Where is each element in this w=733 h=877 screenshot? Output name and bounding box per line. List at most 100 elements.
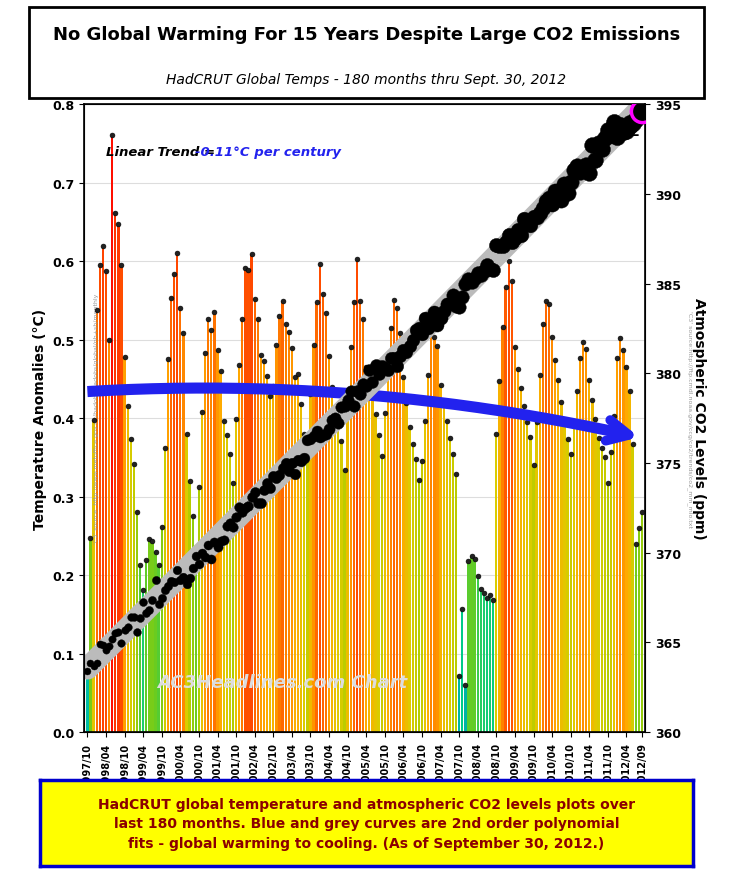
Bar <box>179 309 182 732</box>
Bar <box>328 357 330 732</box>
Bar <box>353 303 355 732</box>
Bar <box>638 529 640 732</box>
Text: HadCRUT Global Temps - 180 months thru Sept. 30, 2012: HadCRUT Global Temps - 180 months thru S… <box>166 73 567 87</box>
Bar <box>433 338 435 732</box>
Bar <box>188 481 191 732</box>
Bar <box>334 410 336 732</box>
Bar <box>464 685 466 732</box>
Bar <box>365 367 367 732</box>
Bar <box>424 421 427 732</box>
Bar <box>492 601 494 732</box>
Bar <box>201 412 203 732</box>
Bar <box>297 374 299 732</box>
Bar <box>170 299 172 732</box>
Bar <box>347 403 349 732</box>
Bar <box>476 576 479 732</box>
Bar <box>155 553 157 732</box>
Bar <box>545 302 547 732</box>
Bar <box>458 677 460 732</box>
Bar <box>331 388 334 732</box>
Bar <box>161 528 163 732</box>
Bar <box>105 271 107 732</box>
Text: No Global Warming For 15 Years Despite Large CO2 Emissions: No Global Warming For 15 Years Despite L… <box>53 25 680 44</box>
Bar <box>275 346 278 732</box>
Bar <box>120 266 122 732</box>
Bar <box>402 378 405 732</box>
Bar <box>542 324 544 732</box>
Bar <box>479 589 482 732</box>
Bar <box>148 539 150 732</box>
Bar <box>294 377 296 732</box>
Bar <box>226 435 228 732</box>
Bar <box>560 403 562 732</box>
Bar <box>572 425 575 732</box>
Bar <box>359 302 361 732</box>
Bar <box>592 401 594 732</box>
Bar <box>284 324 287 732</box>
Bar <box>408 427 410 732</box>
Bar <box>99 266 101 732</box>
Bar <box>529 438 531 732</box>
Bar <box>625 367 627 732</box>
Bar <box>597 438 600 732</box>
Bar <box>557 381 559 732</box>
Bar <box>281 302 284 732</box>
Bar <box>272 387 274 732</box>
Bar <box>520 389 523 732</box>
Bar <box>411 445 414 732</box>
Text: CO2: CO2 <box>608 125 640 139</box>
FancyBboxPatch shape <box>29 8 704 99</box>
Bar <box>356 260 358 732</box>
Bar <box>219 372 222 732</box>
Bar <box>232 483 234 732</box>
Bar <box>213 312 216 732</box>
Bar <box>108 340 110 732</box>
Bar <box>111 136 114 732</box>
Y-axis label: Temperature Anomalies (°C): Temperature Anomalies (°C) <box>33 309 47 529</box>
Bar <box>430 331 432 732</box>
Bar <box>514 347 516 732</box>
Bar <box>241 319 243 732</box>
Bar <box>158 566 160 732</box>
Bar <box>340 441 342 732</box>
Bar <box>415 460 417 732</box>
Bar <box>185 434 188 732</box>
Bar <box>452 454 454 732</box>
Bar <box>191 516 194 732</box>
Bar <box>532 466 534 732</box>
Bar <box>496 434 498 732</box>
Bar <box>616 359 619 732</box>
Bar <box>622 351 625 732</box>
Bar <box>613 417 615 732</box>
Bar <box>501 328 504 732</box>
Bar <box>523 406 526 732</box>
Text: -0.11°C per century: -0.11°C per century <box>195 146 342 159</box>
Bar <box>136 512 138 732</box>
Text: 'C3' source:http://ftp.cmdl.noaa.gov/ccg/co2/trends/co2_mm_mlo.txt: 'C3' source:http://ftp.cmdl.noaa.gov/ccg… <box>687 310 693 527</box>
Bar <box>343 470 346 732</box>
Bar <box>309 395 312 732</box>
Bar <box>259 355 262 732</box>
Text: HadCRUT global temperature and atmospheric CO2 levels plots over
last 180 months: HadCRUT global temperature and atmospher… <box>98 797 635 850</box>
Bar <box>628 391 630 732</box>
Bar <box>235 419 237 732</box>
Bar <box>449 438 451 732</box>
Bar <box>145 560 147 732</box>
Bar <box>117 225 119 732</box>
Bar <box>399 334 402 732</box>
Bar <box>325 314 327 732</box>
Bar <box>436 346 438 732</box>
Bar <box>251 255 253 732</box>
Bar <box>279 317 281 732</box>
Bar <box>123 358 126 732</box>
Bar <box>610 453 612 732</box>
Bar <box>362 319 364 732</box>
Bar <box>405 403 408 732</box>
Bar <box>455 474 457 732</box>
Bar <box>204 353 206 732</box>
Bar <box>511 282 513 732</box>
Bar <box>603 458 606 732</box>
Bar <box>582 343 584 732</box>
Bar <box>133 464 135 732</box>
Bar <box>229 455 231 732</box>
